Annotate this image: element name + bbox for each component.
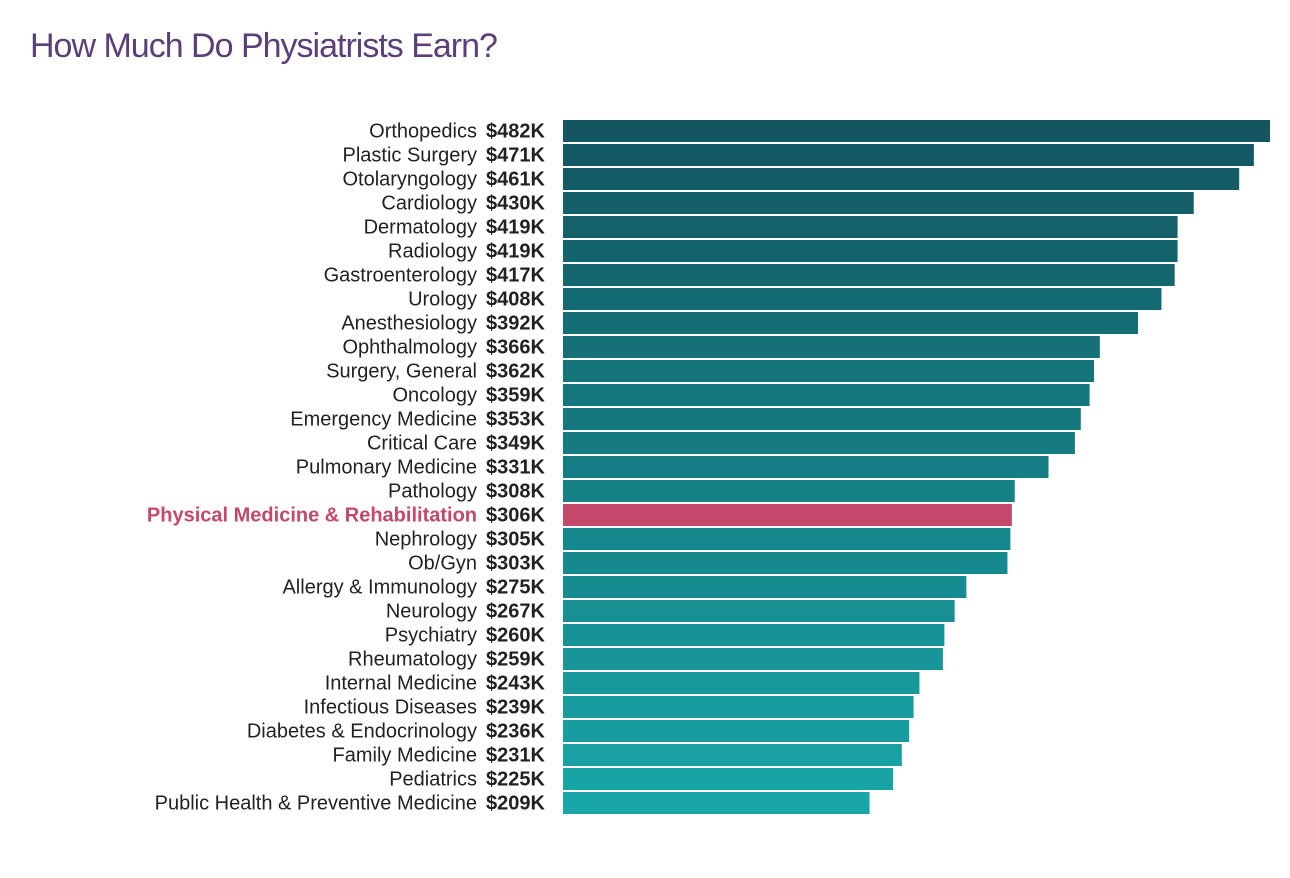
category-label: Pulmonary Medicine xyxy=(296,456,477,478)
chart-title: How Much Do Physiatrists Earn? xyxy=(30,27,497,65)
category-label: Urology xyxy=(408,288,477,310)
category-label: Internal Medicine xyxy=(325,672,477,694)
bar xyxy=(563,552,1008,574)
category-label: Orthopedics xyxy=(369,120,477,142)
category-label: Rheumatology xyxy=(348,648,477,670)
bar xyxy=(563,792,870,814)
bar xyxy=(563,720,910,742)
value-label: $275K xyxy=(486,576,545,598)
value-label: $303K xyxy=(486,552,545,574)
bar xyxy=(563,168,1240,190)
category-label: Emergency Medicine xyxy=(290,408,477,430)
value-label: $243K xyxy=(486,672,545,694)
value-label: $267K xyxy=(486,600,545,622)
category-label: Cardiology xyxy=(381,192,477,214)
category-label: Neurology xyxy=(386,600,477,622)
value-label: $366K xyxy=(486,336,545,358)
category-label: Plastic Surgery xyxy=(343,144,478,166)
value-label: $417K xyxy=(486,264,545,286)
category-label: Ob/Gyn xyxy=(408,552,477,574)
category-label: Surgery, General xyxy=(326,360,477,382)
category-label: Oncology xyxy=(393,384,478,406)
bar xyxy=(563,672,920,694)
bar xyxy=(563,216,1178,238)
bar xyxy=(563,360,1094,382)
value-label: $231K xyxy=(486,744,545,766)
bar xyxy=(563,648,943,670)
category-label: Gastroenterology xyxy=(324,264,477,286)
bar xyxy=(563,696,914,718)
category-label: Pediatrics xyxy=(389,768,477,790)
value-label: $359K xyxy=(486,384,545,406)
category-label: Otolaryngology xyxy=(342,168,477,190)
category-label: Family Medicine xyxy=(333,744,477,766)
value-label: $430K xyxy=(486,192,545,214)
value-label: $353K xyxy=(486,408,545,430)
value-label: $408K xyxy=(486,288,545,310)
category-label: Pathology xyxy=(388,480,477,502)
value-label: $331K xyxy=(486,456,545,478)
bar xyxy=(563,120,1270,142)
category-label: Radiology xyxy=(388,240,477,262)
category-label: Nephrology xyxy=(375,528,477,550)
value-label: $461K xyxy=(486,168,545,190)
category-label: Infectious Diseases xyxy=(304,696,477,718)
value-label: $362K xyxy=(486,360,545,382)
value-label: $482K xyxy=(486,120,545,142)
bar xyxy=(563,264,1175,286)
category-label: Dermatology xyxy=(364,216,477,238)
value-label: $419K xyxy=(486,240,545,262)
value-label: $259K xyxy=(486,648,545,670)
category-label: Allergy & Immunology xyxy=(282,576,477,598)
value-label: $349K xyxy=(486,432,545,454)
category-label: Psychiatry xyxy=(385,624,477,646)
value-label: $236K xyxy=(486,720,545,742)
bar xyxy=(563,144,1254,166)
category-label: Diabetes & Endocrinology xyxy=(247,720,477,742)
bar xyxy=(563,312,1138,334)
category-label: Critical Care xyxy=(367,432,477,454)
bar xyxy=(563,744,902,766)
bar xyxy=(563,432,1075,454)
bar xyxy=(563,456,1049,478)
category-label: Public Health & Preventive Medicine xyxy=(155,792,477,814)
value-label: $419K xyxy=(486,216,545,238)
category-label: Physical Medicine & Rehabilitation xyxy=(147,504,477,526)
value-label: $392K xyxy=(486,312,545,334)
value-label: $225K xyxy=(486,768,545,790)
value-label: $305K xyxy=(486,528,545,550)
bar xyxy=(563,192,1194,214)
bar xyxy=(563,288,1162,310)
bar xyxy=(563,600,955,622)
value-label: $209K xyxy=(486,792,545,814)
value-label: $471K xyxy=(486,144,545,166)
value-label: $308K xyxy=(486,480,545,502)
category-label: Anesthesiology xyxy=(341,312,477,334)
bar xyxy=(563,408,1081,430)
bar xyxy=(563,504,1012,526)
value-label: $306K xyxy=(486,504,545,526)
value-label: $239K xyxy=(486,696,545,718)
bar xyxy=(563,384,1090,406)
bar xyxy=(563,768,894,790)
bar xyxy=(563,480,1015,502)
value-label: $260K xyxy=(486,624,545,646)
category-label: Ophthalmology xyxy=(342,336,477,358)
bar xyxy=(563,528,1011,550)
bar xyxy=(563,240,1178,262)
bar xyxy=(563,624,945,646)
bar xyxy=(563,576,967,598)
bar xyxy=(563,336,1100,358)
